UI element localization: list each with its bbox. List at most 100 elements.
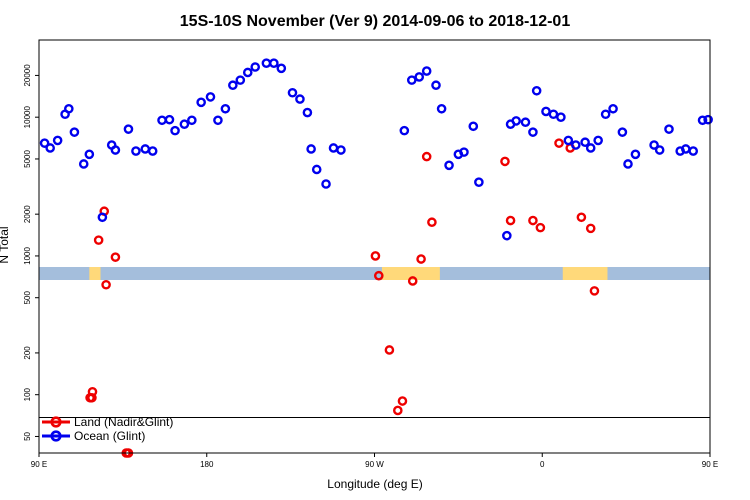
data-point [528,215,538,226]
data-point [580,137,590,148]
data-point [384,345,395,355]
data-point [213,115,223,126]
data-point [321,179,331,189]
legend-item-ocean: Ocean (Glint) [42,429,145,443]
data-point [468,121,479,132]
data-point [157,115,167,126]
data-point [131,146,141,156]
data-point [97,212,108,223]
data-point [78,159,89,169]
data-point [196,97,206,108]
data-point [703,114,713,125]
data-point [392,405,403,416]
land-band-segment [381,267,440,280]
data-point [250,62,261,72]
data-point [541,106,551,117]
data-point [399,125,410,136]
data-point [556,112,566,122]
data-point [531,85,542,96]
y-tick-label: 200 [23,346,32,360]
data-point [500,156,510,167]
data-point [69,127,80,137]
series-ocean [39,58,713,241]
data-point [505,215,516,226]
data-point [585,143,596,153]
data-point [548,109,559,120]
data-point [220,103,231,114]
data-point [630,149,641,160]
y-tick-label: 10000 [23,106,32,129]
data-point [680,144,691,154]
data-point [306,144,316,154]
data-point [571,140,581,150]
data-point [421,151,432,162]
plot-frame [38,39,711,454]
data-point [535,222,546,233]
y-tick-label: 5000 [23,150,32,168]
data-point [84,149,95,160]
data-point [511,116,521,126]
data-point [87,386,98,397]
data-point [623,159,633,169]
data-point [585,223,596,234]
data-point [407,276,418,286]
data-point [649,140,659,150]
data-point [140,144,151,154]
data-point [302,107,313,118]
data-point [421,66,432,76]
data-point [436,103,447,114]
x-tick-label: 90 E [702,460,718,469]
data-point [502,230,512,241]
x-tick-label: 180 [200,460,214,469]
data-point [170,125,180,136]
data-point [589,286,600,296]
data-point [235,75,246,85]
data-point [276,63,287,74]
x-tick-label: 90 E [31,460,47,469]
chart-title: 15S-10S November (Ver 9) 2014-09-06 to 2… [180,13,571,30]
y-tick-label: 100 [23,387,32,401]
data-point [593,135,603,146]
data-point [101,279,111,290]
data-point [373,270,384,281]
ocean-band [39,267,710,280]
data-point [287,87,298,98]
data-points [39,58,713,458]
y-tick-label: 1000 [23,246,32,264]
x-tick-label: 0 [540,460,545,469]
land-band-segment [432,267,440,280]
legend-label-ocean: Ocean (Glint) [74,429,145,443]
data-point [664,124,674,134]
data-point [520,117,531,128]
axes: 90 E 180 90 W 0 90 E 50 100 200 500 1000 2000 5000 1… [23,64,718,469]
y-axis-label: N Total [0,226,11,263]
data-point [697,115,708,126]
land-band-segment [89,267,101,280]
data-point [187,115,197,126]
data-point [608,103,618,114]
data-point [261,58,272,68]
data-point [474,177,484,187]
data-point [179,119,190,130]
data-point [600,109,611,120]
data-point [576,212,587,223]
data-point [336,145,346,155]
data-point [110,145,121,155]
x-tick-label: 90 W [365,460,384,469]
data-point [444,160,454,171]
surface-band [39,267,710,280]
legend-swatch-land-marker [50,416,62,428]
legend: Land (Nadir&Glint) Ocean (Glint) [42,415,173,443]
data-point [563,135,574,146]
y-tick-label: 2000 [23,205,32,223]
data-point [654,145,665,155]
data-point [414,72,425,82]
data-point [311,164,322,175]
data-point [228,80,238,91]
data-point [52,135,63,146]
data-point [397,396,408,406]
legend-swatch-ocean-marker [50,430,62,442]
data-point [147,146,158,156]
data-point [269,58,279,68]
